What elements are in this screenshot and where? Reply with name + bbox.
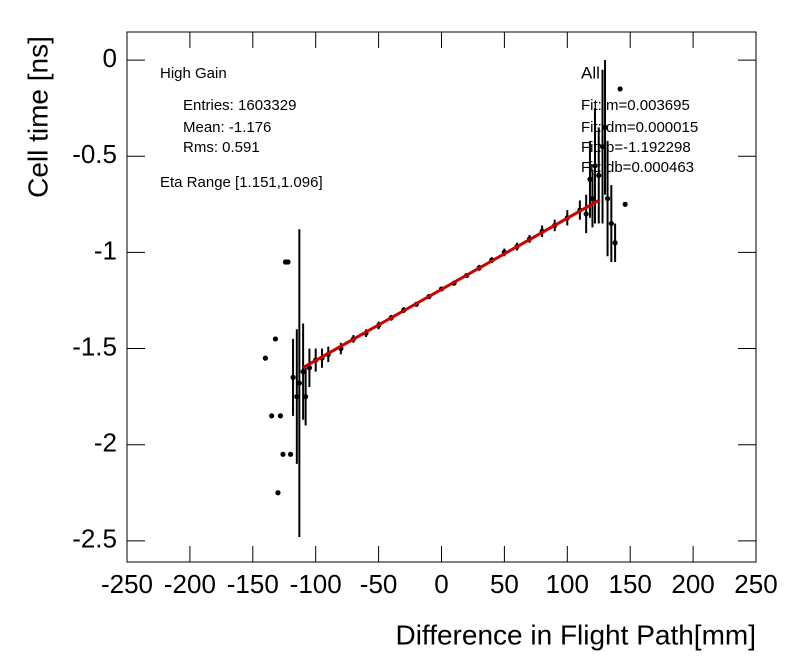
data-point	[604, 195, 611, 202]
stat-text: Fit: b=-1.192298	[581, 139, 691, 156]
stat-text: Eta Range [1.151,1.096]	[160, 174, 323, 191]
data-point	[592, 163, 598, 169]
stat-text: Fit: db=0.000463	[581, 159, 694, 176]
x-tick-label: -200	[164, 569, 216, 599]
x-tick-label: 50	[490, 569, 519, 599]
data-point	[602, 124, 608, 130]
x-tick-label: -150	[227, 569, 279, 599]
stat-text: Rms: 0.591	[183, 139, 260, 156]
stat-text: Entries: 1603329	[183, 97, 296, 114]
x-tick-label: 100	[546, 569, 589, 599]
data-point	[290, 374, 296, 380]
data-point	[272, 336, 279, 342]
y-tick-label: -0.5	[72, 139, 117, 169]
y-tick-label: -2.5	[72, 524, 117, 554]
x-tick-label: 0	[434, 569, 448, 599]
data-point	[589, 195, 596, 202]
data-point	[596, 172, 602, 179]
data-point	[608, 220, 614, 227]
data-point	[300, 369, 306, 375]
data-point	[287, 451, 294, 457]
data-point	[599, 144, 606, 150]
x-tick-label: -100	[290, 569, 342, 599]
fit-line	[302, 199, 600, 369]
data-point	[583, 211, 589, 217]
data-point	[285, 259, 291, 265]
stat-text: Fit: dm=0.000015	[581, 119, 698, 136]
stat-text: All	[581, 63, 600, 82]
data-point	[622, 201, 628, 207]
x-tick-label: -50	[360, 569, 398, 599]
x-tick-label: 150	[609, 569, 652, 599]
y-tick-label: -1	[94, 235, 117, 265]
x-tick-label: 200	[671, 569, 714, 599]
x-tick-label: 250	[734, 569, 777, 599]
y-axis-title: Cell time [ns]	[22, 36, 53, 198]
y-tick-label: 0	[103, 43, 117, 73]
data-point	[587, 176, 593, 182]
data-point	[296, 380, 302, 386]
x-axis-title: Difference in Flight Path[mm]	[395, 619, 756, 650]
stat-text: High Gain	[160, 65, 227, 82]
data-point	[280, 451, 286, 457]
x-tick-label: -250	[101, 569, 153, 599]
data-point	[269, 413, 275, 419]
stat-text: Mean: -1.176	[183, 119, 271, 136]
y-tick-label: -1.5	[72, 331, 117, 361]
data-point	[275, 490, 281, 496]
data-point	[617, 86, 623, 92]
data-point	[294, 394, 300, 400]
data-point	[277, 413, 284, 419]
stat-text: Fit: m=0.003695	[581, 97, 690, 114]
data-point	[262, 355, 268, 361]
data-point	[303, 394, 309, 400]
data-point	[612, 240, 618, 246]
y-tick-label: -2	[94, 428, 117, 458]
